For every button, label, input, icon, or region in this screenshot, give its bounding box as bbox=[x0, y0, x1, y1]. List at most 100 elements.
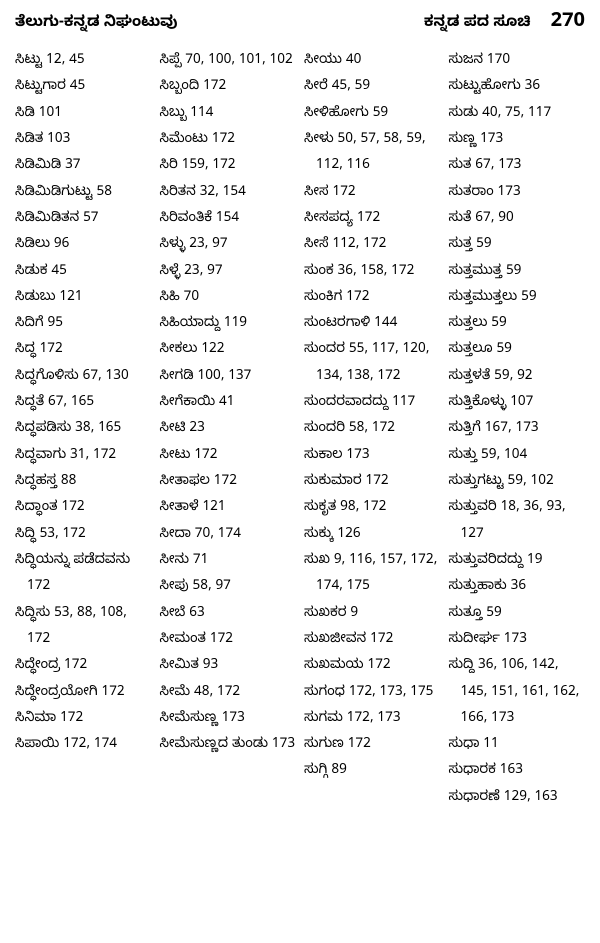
index-column: ಸೀಯು 40ಸೀರೆ 45, 59ಸೀಳಿಹೋಗು 59ಸೀಳು 50, 57… bbox=[304, 49, 441, 812]
index-entry: ಸಿಹಿಯಾದ್ದು 119 bbox=[160, 312, 297, 338]
index-entry: ಸಿಡಿಲು 96 bbox=[15, 233, 152, 259]
index-entry: ಸಿದ್ಧಿ 53, 172 bbox=[15, 523, 152, 549]
index-entry: ಸುತೆ 67, 90 bbox=[449, 207, 586, 233]
index-entry: ಸಿಮೆಂಟು 172 bbox=[160, 128, 297, 154]
index-entry: ಸುಖಕರ 9 bbox=[304, 602, 441, 628]
page-number: 270 bbox=[551, 10, 585, 37]
index-entry: ಸುಂಕಿಗ 172 bbox=[304, 286, 441, 312]
index-entry: ಸುಂದರ 55, 117, 120, 134, 138, 172 bbox=[304, 338, 441, 391]
index-entry: ಸೀಳಿಹೋಗು 59 bbox=[304, 102, 441, 128]
index-entry: ಸಿಡಿತ 103 bbox=[15, 128, 152, 154]
index-entry: ಸುಂಟರಗಾಳಿ 144 bbox=[304, 312, 441, 338]
index-entry: ಸಿಡುಬು 121 bbox=[15, 286, 152, 312]
index-entry: ಸಿಳ್ಳೆ 23, 97 bbox=[160, 260, 297, 286]
index-entry: ಸುತ್ತೂ 59 bbox=[449, 602, 586, 628]
index-entry: ಸುಜನ 170 bbox=[449, 49, 586, 75]
index-entry: ಸುತ್ತಿಗೆ 167, 173 bbox=[449, 417, 586, 443]
index-entry: ಸಿದ್ಧ 172 bbox=[15, 338, 152, 364]
index-entry: ಸುಟ್ಟುಹೋಗು 36 bbox=[449, 75, 586, 101]
index-entry: ಸುಧಾರಣೆ 129, 163 bbox=[449, 786, 586, 812]
index-entry: ಸಿಟ್ಟು 12, 45 bbox=[15, 49, 152, 75]
index-entry: ಸಿಪ್ಪೆ 70, 100, 101, 102 bbox=[160, 49, 297, 75]
index-entry: ಸುತ್ತಲೂ 59 bbox=[449, 338, 586, 364]
index-entry: ಸುತ್ತಳತೆ 59, 92 bbox=[449, 365, 586, 391]
index-entry: ಸಿನಿಮಾ 172 bbox=[15, 707, 152, 733]
index-entry: ಸಿಳ್ಳು 23, 97 bbox=[160, 233, 297, 259]
index-entry: ಸುತ್ತು 59, 104 bbox=[449, 444, 586, 470]
index-entry: ಸಿಪಾಯಿ 172, 174 bbox=[15, 733, 152, 759]
header-left-title: ತೆಲುಗು-ಕನ್ನಡ ನಿಘಂಟುವು bbox=[15, 15, 178, 35]
index-entry: ಸಿಬ್ಬಂದಿ 172 bbox=[160, 75, 297, 101]
index-entry: ಸುಕಾಲ 173 bbox=[304, 444, 441, 470]
index-entry: ಸುಖ 9, 116, 157, 172, 174, 175 bbox=[304, 549, 441, 602]
index-entry: ಸುಗ್ಗಿ 89 bbox=[304, 759, 441, 785]
index-entry: ಸುತ್ತಮುತ್ತ 59 bbox=[449, 260, 586, 286]
index-entry: ಸುತ್ತಮುತ್ತಲು 59 bbox=[449, 286, 586, 312]
index-entry: ಸುಖಜೀವನ 172 bbox=[304, 628, 441, 654]
index-entry: ಸುಕೃತ 98, 172 bbox=[304, 496, 441, 522]
index-entry: ಸುತ 67, 173 bbox=[449, 154, 586, 180]
index-entry: ಸುತ್ತಲು 59 bbox=[449, 312, 586, 338]
index-entry: ಸುದ್ದಿ 36, 106, 142, 145, 151, 161, 162,… bbox=[449, 654, 586, 733]
index-entry: ಸಿಬ್ಬು 114 bbox=[160, 102, 297, 128]
index-entry: ಸುಖಮಯ 172 bbox=[304, 654, 441, 680]
header-right-title: ಕನ್ನಡ ಪದ ಸೂಚಿ bbox=[424, 15, 531, 35]
index-entry: ಸೀತಾಳೆ 121 bbox=[160, 496, 297, 522]
index-entry: ಸೀಗೆಕಾಯಿ 41 bbox=[160, 391, 297, 417]
index-entry: ಸೀಮೆಸುಣ್ಣದ ತುಂಡು 173 bbox=[160, 733, 297, 759]
index-entry: ಸೀಮೆ 48, 172 bbox=[160, 681, 297, 707]
index-entry: ಸುಂದರಿ 58, 172 bbox=[304, 417, 441, 443]
index-entry: ಸೀಸ 172 bbox=[304, 181, 441, 207]
index-entry: ಸೀಟು 172 bbox=[160, 444, 297, 470]
index-entry: ಸುಡು 40, 75, 117 bbox=[449, 102, 586, 128]
index-entry: ಸೀಸಪದ್ಯ 172 bbox=[304, 207, 441, 233]
index-entry: ಸಿರಿತನ 32, 154 bbox=[160, 181, 297, 207]
index-entry: ಸೀದಾ 70, 174 bbox=[160, 523, 297, 549]
index-entry: ಸೀಗಡಿ 100, 137 bbox=[160, 365, 297, 391]
index-entry: ಸುತ್ತುವರಿ 18, 36, 93, 127 bbox=[449, 496, 586, 549]
index-entry: ಸಿರಿವಂತಿಕೆ 154 bbox=[160, 207, 297, 233]
index-entry: ಸುಕುಮಾರ 172 bbox=[304, 470, 441, 496]
index-entry: ಸಿದಿಗೆ 95 bbox=[15, 312, 152, 338]
index-entry: ಸಿದ್ಧತೆ 67, 165 bbox=[15, 391, 152, 417]
index-entry: ಸೀಮಿತ 93 bbox=[160, 654, 297, 680]
index-entry: ಸುಧಾರಕ 163 bbox=[449, 759, 586, 785]
index-entry: ಸೀನು 71 bbox=[160, 549, 297, 575]
index-entry: ಸೀಪು 58, 97 bbox=[160, 575, 297, 601]
index-entry: ಸಿಡಿಮಿಡಿತನ 57 bbox=[15, 207, 152, 233]
index-entry: ಸಿದ್ಧಗೊಳಿಸು 67, 130 bbox=[15, 365, 152, 391]
index-entry: ಸಿದ್ಧಪಡಿಸು 38, 165 bbox=[15, 417, 152, 443]
index-columns: ಸಿಟ್ಟು 12, 45ಸಿಟ್ಟುಗಾರ 45ಸಿಡಿ 101ಸಿಡಿತ 1… bbox=[15, 49, 585, 812]
page-header: ತೆಲುಗು-ಕನ್ನಡ ನಿಘಂಟುವು ಕನ್ನಡ ಪದ ಸೂಚಿ 270 bbox=[15, 10, 585, 37]
index-entry: ಸಿಡಿಮಿಡಿಗುಟ್ಟು 58 bbox=[15, 181, 152, 207]
index-entry: ಸಿದ್ಧೇಂದ್ರ 172 bbox=[15, 654, 152, 680]
index-entry: ಸೀತಾಫಲ 172 bbox=[160, 470, 297, 496]
index-entry: ಸುಗಂಧ 172, 173, 175 bbox=[304, 681, 441, 707]
index-entry: ಸುತ್ತುಹಾಕು 36 bbox=[449, 575, 586, 601]
index-entry: ಸುತ್ತಿಕೊಳ್ಳು 107 bbox=[449, 391, 586, 417]
index-entry: ಸಿದ್ಧೇಂದ್ರಯೋಗಿ 172 bbox=[15, 681, 152, 707]
index-entry: ಸುಧಾ 11 bbox=[449, 733, 586, 759]
index-entry: ಸುತ್ತುಗಟ್ಟು 59, 102 bbox=[449, 470, 586, 496]
index-entry: ಸೀಕಲು 122 bbox=[160, 338, 297, 364]
index-entry: ಸಿಡಿಮಿಡಿ 37 bbox=[15, 154, 152, 180]
index-entry: ಸೀಟಿ 23 bbox=[160, 417, 297, 443]
index-entry: ಸಿದ್ಧಹಸ್ತ 88 bbox=[15, 470, 152, 496]
index-entry: ಸಿರಿ 159, 172 bbox=[160, 154, 297, 180]
header-right-group: ಕನ್ನಡ ಪದ ಸೂಚಿ 270 bbox=[424, 10, 585, 37]
index-entry: ಸೀಯು 40 bbox=[304, 49, 441, 75]
index-entry: ಸಿಡಿ 101 bbox=[15, 102, 152, 128]
index-entry: ಸೀಬೆ 63 bbox=[160, 602, 297, 628]
index-entry: ಸೀಳು 50, 57, 58, 59, 112, 116 bbox=[304, 128, 441, 181]
index-entry: ಸೀಮೆಸುಣ್ಣ 173 bbox=[160, 707, 297, 733]
index-entry: ಸೀರೆ 45, 59 bbox=[304, 75, 441, 101]
index-entry: ಸಿದ್ಧಿಸು 53, 88, 108, 172 bbox=[15, 602, 152, 655]
index-entry: ಸಿದ್ಧಿಯನ್ನು ಪಡೆದವನು 172 bbox=[15, 549, 152, 602]
index-entry: ಸೀಸೆ 112, 172 bbox=[304, 233, 441, 259]
index-entry: ಸುತ್ತುವರಿದದ್ದು 19 bbox=[449, 549, 586, 575]
index-entry: ಸುಕ್ಕು 126 bbox=[304, 523, 441, 549]
index-entry: ಸುತರಾಂ 173 bbox=[449, 181, 586, 207]
index-entry: ಸುಗಮ 172, 173 bbox=[304, 707, 441, 733]
index-entry: ಸುಗುಣ 172 bbox=[304, 733, 441, 759]
index-entry: ಸುಣ್ಣ 173 bbox=[449, 128, 586, 154]
